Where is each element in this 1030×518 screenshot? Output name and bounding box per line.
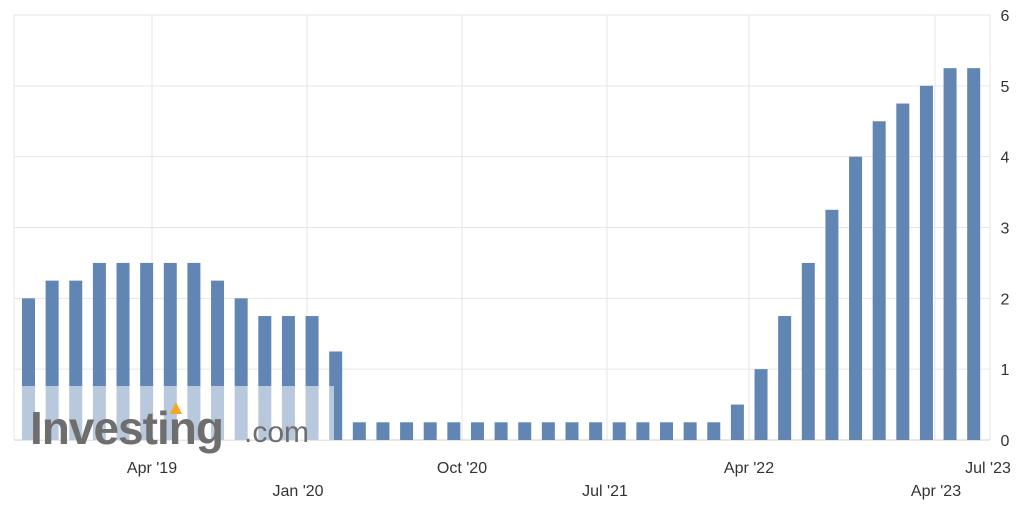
bar[interactable] bbox=[518, 422, 532, 440]
bar[interactable] bbox=[683, 422, 697, 440]
x-tick-label: Jul '21 bbox=[582, 483, 628, 500]
bar-series bbox=[22, 68, 981, 441]
watermark-suffix: .com bbox=[244, 416, 309, 449]
bar[interactable] bbox=[376, 422, 390, 440]
bar[interactable] bbox=[470, 422, 484, 440]
x-axis: Apr '19 Jan '20 Oct '20 Jul '21 Apr '22 … bbox=[127, 460, 1011, 500]
bar[interactable] bbox=[849, 156, 863, 441]
bar[interactable] bbox=[707, 422, 721, 440]
bar[interactable] bbox=[660, 422, 674, 440]
y-tick-label: 5 bbox=[1001, 79, 1010, 96]
y-tick-label: 1 bbox=[1001, 362, 1010, 379]
bar[interactable] bbox=[919, 85, 933, 440]
bar[interactable] bbox=[494, 422, 508, 440]
bar[interactable] bbox=[943, 68, 957, 441]
grid-lines bbox=[13, 14, 991, 441]
y-tick-label: 2 bbox=[1001, 291, 1010, 308]
bar[interactable] bbox=[423, 422, 437, 440]
bar[interactable] bbox=[541, 422, 555, 440]
bar[interactable] bbox=[872, 121, 886, 440]
x-tick-label: Apr '22 bbox=[724, 460, 774, 477]
bar[interactable] bbox=[447, 422, 461, 440]
x-tick-label: Jul '23 bbox=[965, 460, 1011, 477]
x-tick-label: Oct '20 bbox=[437, 460, 487, 477]
y-tick-label: 3 bbox=[1001, 221, 1010, 238]
watermark-accent-icon bbox=[170, 402, 182, 414]
y-axis: 0 1 2 3 4 5 6 bbox=[1001, 8, 1010, 450]
y-tick-label: 6 bbox=[1001, 8, 1010, 25]
bar[interactable] bbox=[565, 422, 579, 440]
bar[interactable] bbox=[825, 209, 839, 440]
watermark-brand: Investing bbox=[30, 402, 223, 454]
investing-watermark: Investing .com bbox=[22, 386, 334, 454]
bar[interactable] bbox=[896, 103, 910, 440]
x-tick-label: Apr '19 bbox=[127, 460, 177, 477]
bar[interactable] bbox=[754, 369, 768, 440]
y-tick-label: 4 bbox=[1001, 150, 1010, 167]
bar[interactable] bbox=[352, 422, 366, 440]
bar[interactable] bbox=[801, 262, 815, 440]
bar[interactable] bbox=[612, 422, 626, 440]
y-tick-label: 0 bbox=[1001, 433, 1010, 450]
bar[interactable] bbox=[636, 422, 650, 440]
bar[interactable] bbox=[778, 316, 792, 440]
bar[interactable] bbox=[967, 68, 981, 441]
x-tick-label: Apr '23 bbox=[911, 483, 961, 500]
bar[interactable] bbox=[589, 422, 603, 440]
bar[interactable] bbox=[400, 422, 414, 440]
bar[interactable] bbox=[730, 404, 744, 440]
x-tick-label: Jan '20 bbox=[272, 483, 323, 500]
